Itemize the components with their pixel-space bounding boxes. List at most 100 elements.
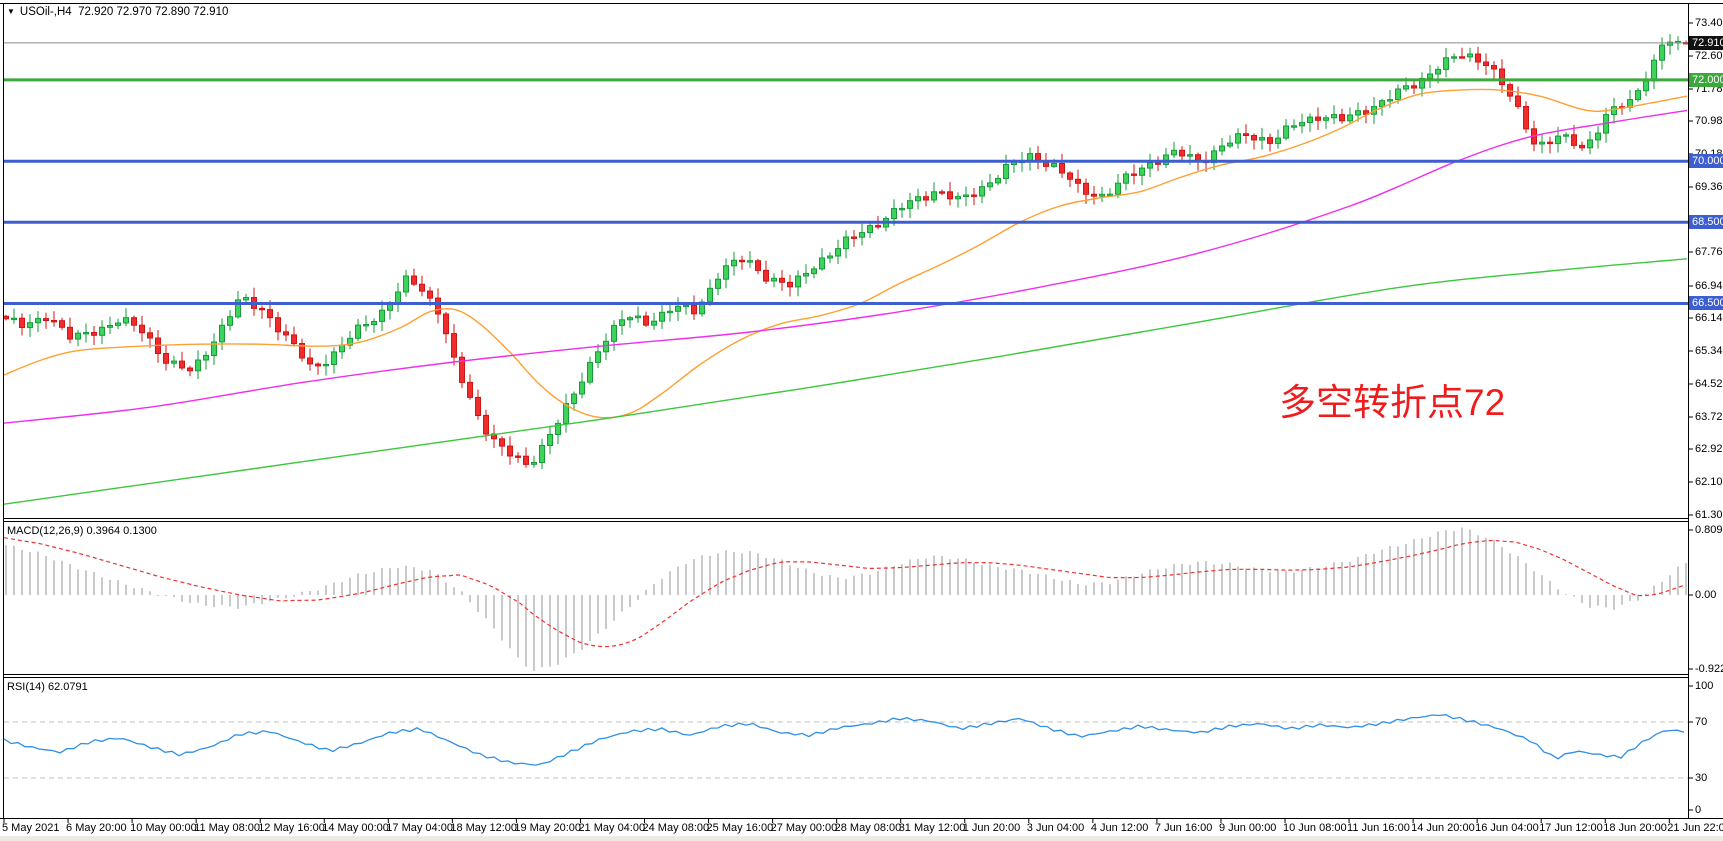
candle-body bbox=[483, 414, 489, 435]
candle-body bbox=[563, 403, 569, 424]
price-tick-label: 0.00 bbox=[1695, 589, 1717, 601]
time-tick-label: 7 Jun 16:00 bbox=[1154, 822, 1213, 834]
candle-body bbox=[403, 275, 409, 293]
candle-body bbox=[1219, 145, 1225, 152]
candle-body bbox=[187, 367, 193, 372]
candle-body bbox=[755, 260, 761, 271]
time-tick-label: 5 May 2021 bbox=[2, 822, 60, 834]
candle-body bbox=[1179, 149, 1185, 157]
candle-body bbox=[1275, 137, 1281, 144]
candle-body bbox=[83, 332, 89, 335]
candle-body bbox=[1131, 173, 1137, 176]
time-tick-label: 10 May 00:00 bbox=[130, 822, 197, 834]
macd-panel[interactable] bbox=[4, 527, 1687, 671]
candle-body bbox=[827, 255, 833, 259]
price-tick-label: 0 bbox=[1695, 804, 1702, 816]
chart-annotation[interactable]: 多空转折点72 bbox=[1279, 382, 1506, 423]
candle-body bbox=[1379, 100, 1385, 108]
candle-body bbox=[971, 194, 977, 197]
price-tick-label: 72.600 bbox=[1695, 50, 1723, 62]
candle-body bbox=[731, 259, 737, 267]
candle-body bbox=[1251, 135, 1257, 141]
macd-signal-line bbox=[4, 537, 1685, 648]
candle-body bbox=[411, 275, 417, 285]
candle-body bbox=[211, 341, 217, 356]
candle-body bbox=[1227, 142, 1233, 147]
candle-body bbox=[587, 361, 593, 383]
price-tick-label: 70 bbox=[1695, 716, 1708, 728]
candle-body bbox=[1411, 85, 1417, 89]
candle-body bbox=[1595, 132, 1601, 141]
time-tick-label: 11 Jun 16:00 bbox=[1347, 822, 1410, 834]
candle-body bbox=[1355, 110, 1361, 116]
candle-body bbox=[443, 313, 449, 335]
candle-body bbox=[811, 268, 817, 275]
candle-body bbox=[1643, 80, 1649, 92]
candle-body bbox=[243, 297, 249, 301]
candle-body bbox=[1539, 141, 1545, 145]
candle-body bbox=[1515, 95, 1521, 107]
candle-body bbox=[635, 315, 641, 319]
price-tick-label: -0.9226 bbox=[1695, 663, 1723, 675]
rsi-panel[interactable] bbox=[4, 714, 1688, 779]
candle-body bbox=[1435, 68, 1441, 75]
time-tick-label: 17 May 04:00 bbox=[386, 822, 453, 834]
candle-body bbox=[1003, 164, 1009, 179]
candle-body bbox=[331, 351, 337, 365]
candle-body bbox=[1579, 144, 1585, 149]
candle-body bbox=[219, 324, 225, 343]
candle-body bbox=[603, 340, 609, 353]
candle-body bbox=[1499, 68, 1505, 86]
candle-body bbox=[1547, 141, 1553, 145]
candle-body bbox=[51, 320, 57, 323]
candle-body bbox=[1315, 116, 1321, 121]
candle-body bbox=[771, 277, 777, 282]
price-tick-label: 70.980 bbox=[1695, 115, 1723, 127]
candle-body bbox=[99, 326, 105, 336]
candle-body bbox=[107, 325, 113, 328]
candle-body bbox=[475, 396, 481, 416]
candle-body bbox=[371, 321, 377, 325]
candle-body bbox=[467, 381, 473, 398]
window-bottom-edge bbox=[0, 836, 1723, 841]
price-tick-label: 67.760 bbox=[1695, 246, 1723, 258]
candle-body bbox=[299, 343, 305, 359]
time-tick-label: 14 Jun 20:00 bbox=[1411, 822, 1475, 834]
candle-body bbox=[1059, 163, 1065, 174]
candle-body bbox=[435, 297, 441, 315]
main-chart-panel[interactable] bbox=[0, 34, 1689, 505]
time-tick-label: 9 Jun 00:00 bbox=[1218, 822, 1277, 834]
candle-body bbox=[1115, 182, 1121, 195]
candle-body bbox=[227, 316, 233, 326]
candle-body bbox=[43, 318, 49, 322]
price-tick-label: 62.100 bbox=[1695, 476, 1723, 488]
candle-body bbox=[283, 331, 289, 336]
candle-body bbox=[691, 304, 697, 315]
time-tick-label: 18 Jun 20:00 bbox=[1603, 822, 1667, 834]
symbol-dropdown-icon[interactable]: ▼ bbox=[7, 7, 15, 16]
candle-body bbox=[1459, 56, 1465, 59]
candle-body bbox=[259, 307, 265, 311]
candle-body bbox=[4, 315, 9, 320]
candle-body bbox=[507, 445, 513, 457]
candle-body bbox=[1347, 114, 1353, 122]
candle-body bbox=[339, 344, 345, 353]
time-tick-label: 21 Jun 22:00 bbox=[1667, 822, 1723, 834]
candle-body bbox=[203, 354, 209, 361]
candle-body bbox=[843, 236, 849, 250]
candle-body bbox=[787, 281, 793, 288]
candle-body bbox=[131, 317, 137, 326]
candle-body bbox=[531, 462, 537, 465]
candle-body bbox=[819, 257, 825, 270]
candle-body bbox=[1323, 117, 1329, 121]
candle-body bbox=[355, 324, 361, 339]
time-tick-label: 18 May 12:00 bbox=[450, 822, 517, 834]
candle-body bbox=[619, 319, 625, 326]
candle-body bbox=[1443, 57, 1449, 70]
time-tick-label: 11 May 08:00 bbox=[194, 822, 260, 834]
candle-body bbox=[11, 317, 17, 321]
candle-body bbox=[555, 422, 561, 435]
time-tick-label: 31 May 12:00 bbox=[898, 822, 966, 834]
